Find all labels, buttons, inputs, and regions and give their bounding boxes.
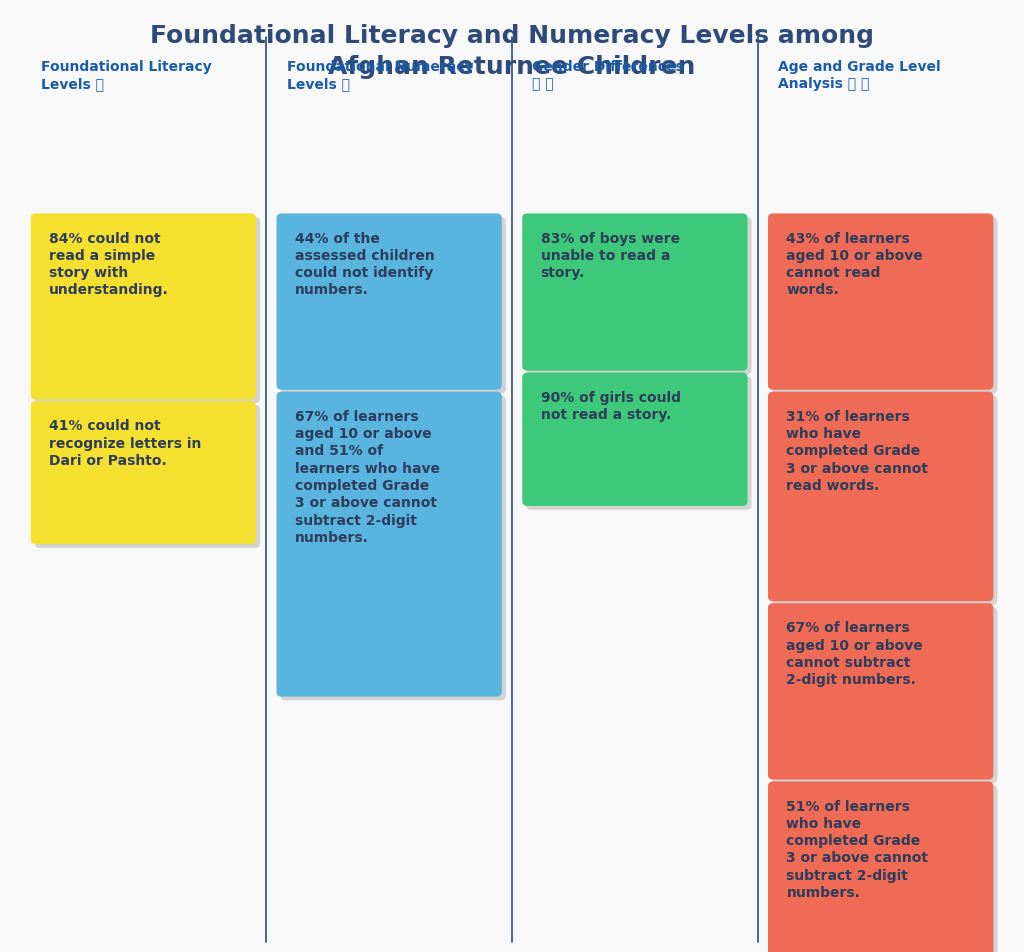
FancyBboxPatch shape [772,785,997,952]
Text: 43% of learners
aged 10 or above
cannot read
words.: 43% of learners aged 10 or above cannot … [786,231,924,297]
Text: 90% of girls could
not read a story.: 90% of girls could not read a story. [541,390,681,422]
FancyBboxPatch shape [35,218,260,404]
FancyBboxPatch shape [772,396,997,605]
Text: 41% could not
recognize letters in
Dari or Pashto.: 41% could not recognize letters in Dari … [49,419,202,467]
Text: 51% of learners
who have
completed Grade
3 or above cannot
subtract 2-digit
numb: 51% of learners who have completed Grade… [786,799,929,899]
FancyBboxPatch shape [281,396,506,701]
Text: 31% of learners
who have
completed Grade
3 or above cannot
read words.: 31% of learners who have completed Grade… [786,409,929,492]
FancyBboxPatch shape [281,218,506,394]
FancyBboxPatch shape [768,392,993,602]
Text: Age and Grade Level
Analysis 👦 🎓: Age and Grade Level Analysis 👦 🎓 [778,60,941,91]
FancyBboxPatch shape [768,214,993,390]
FancyBboxPatch shape [768,604,993,780]
Text: 83% of boys were
unable to read a
story.: 83% of boys were unable to read a story. [541,231,680,280]
FancyBboxPatch shape [276,392,502,697]
Text: Gender Differences
👧 👦: Gender Differences 👧 👦 [532,60,684,91]
Text: Foundational Numeracy
Levels 📚: Foundational Numeracy Levels 📚 [287,60,473,91]
FancyBboxPatch shape [35,406,260,548]
FancyBboxPatch shape [276,214,502,390]
FancyBboxPatch shape [522,214,748,371]
FancyBboxPatch shape [522,373,748,506]
FancyBboxPatch shape [31,214,256,400]
Text: 67% of learners
aged 10 or above
and 51% of
learners who have
completed Grade
3 : 67% of learners aged 10 or above and 51%… [295,409,440,545]
FancyBboxPatch shape [31,402,256,545]
FancyBboxPatch shape [526,377,752,510]
Text: 67% of learners
aged 10 or above
cannot subtract
2-digit numbers.: 67% of learners aged 10 or above cannot … [786,621,924,686]
Text: Foundational Literacy and Numeracy Levels among
Afghan Returnee Children: Foundational Literacy and Numeracy Level… [150,24,874,79]
FancyBboxPatch shape [772,218,997,394]
FancyBboxPatch shape [526,218,752,375]
FancyBboxPatch shape [772,607,997,783]
Text: Foundational Literacy
Levels 📚: Foundational Literacy Levels 📚 [41,60,212,91]
Text: 44% of the
assessed children
could not identify
numbers.: 44% of the assessed children could not i… [295,231,434,297]
FancyBboxPatch shape [768,782,993,952]
Text: 84% could not
read a simple
story with
understanding.: 84% could not read a simple story with u… [49,231,169,297]
